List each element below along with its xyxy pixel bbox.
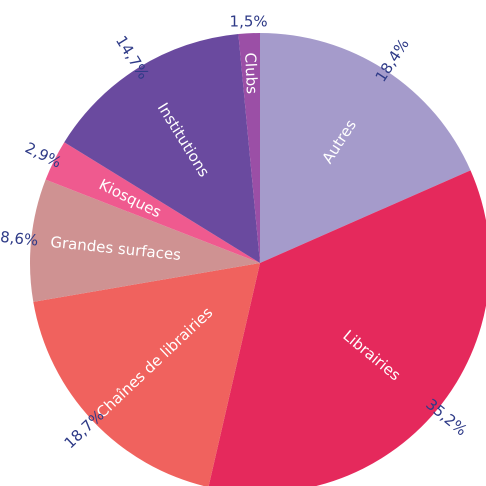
- pie-slice-autres: [260, 33, 471, 263]
- pie-slice-institutions: [64, 34, 261, 263]
- slice-value-grandes-surfaces: 8,6%: [0, 228, 39, 250]
- pie-slice-kiosques: [45, 142, 261, 263]
- slice-value-chaines-de-librairies: 18,7%: [61, 406, 108, 452]
- pie-slice-chaines-de-librairies: [33, 263, 260, 486]
- slice-value-kiosques: 2,9%: [22, 139, 64, 172]
- slice-label-clubs: Clubs: [241, 52, 261, 94]
- pie-slices: [29, 33, 486, 486]
- slice-value-clubs: 1,5%: [230, 12, 268, 30]
- pie-slice-librairies: [208, 170, 486, 486]
- pie-slice-clubs: [238, 33, 260, 263]
- pie-slice-grandes-surfaces: [29, 179, 260, 302]
